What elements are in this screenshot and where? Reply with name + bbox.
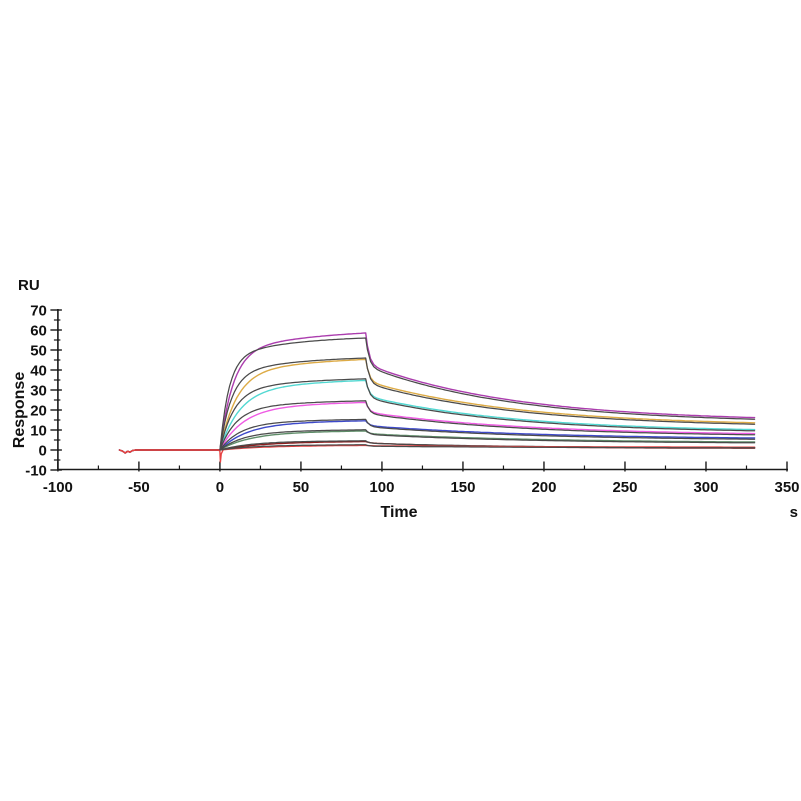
x-axis-ticks (57, 461, 788, 472)
x-tick-label: -50 (128, 479, 150, 496)
y-tick-label: 70 (30, 303, 47, 320)
sensorgram-conc-6-fit (219, 429, 756, 451)
sensorgram-conc-1-fit (219, 337, 756, 451)
y-axis-ticks (50, 309, 62, 471)
x-tick-label: 50 (293, 479, 310, 496)
y-tick-label: 60 (30, 323, 47, 340)
x-tick-label: 150 (450, 479, 475, 496)
sensorgram-conc-2-trace (118, 358, 756, 454)
y-tick-label: 40 (30, 363, 47, 380)
sensorgram-conc-5-fit (219, 418, 756, 451)
sensorgram-conc-3-trace (118, 379, 756, 454)
x-tick-label: 0 (216, 479, 224, 496)
y-tick-label: 30 (30, 383, 47, 400)
sensorgram-curves (118, 332, 756, 463)
sensorgram-conc-1-trace (118, 332, 756, 454)
sensorgram-conc-3-fit (219, 378, 756, 451)
y-tick-label: 10 (30, 423, 47, 440)
x-tick-label: 200 (531, 479, 556, 496)
sensorgram-conc-2-fit (219, 357, 756, 451)
y-tick-label: 0 (39, 443, 47, 460)
x-tick-label: 300 (693, 479, 718, 496)
x-tick-label: 100 (369, 479, 394, 496)
y-axis-title: Response (11, 372, 28, 449)
y-axis-tick-labels: 70 60 50 40 30 20 10 0 -10 (25, 303, 47, 480)
x-tick-label: 350 (774, 479, 799, 496)
x-unit-label: s (790, 504, 798, 521)
x-tick-label: 250 (612, 479, 637, 496)
y-tick-label: 50 (30, 343, 47, 360)
y-tick-label: -10 (25, 463, 47, 480)
sensorgram-conc-4-fit (219, 400, 756, 451)
sensorgram-conc-4-trace (118, 401, 756, 454)
x-axis-tick-labels: -100 -50 0 50 100 150 200 250 300 350 (43, 479, 800, 496)
x-tick-label: -100 (43, 479, 73, 496)
x-axis-title: Time (380, 504, 417, 521)
sensorgram-conc-6-trace (118, 430, 756, 454)
y-unit-label: RU (18, 277, 40, 294)
sensorgram-conc-8-fit (219, 444, 756, 451)
sensorgram-conc-5-trace (118, 420, 756, 454)
y-tick-label: 20 (30, 403, 47, 420)
